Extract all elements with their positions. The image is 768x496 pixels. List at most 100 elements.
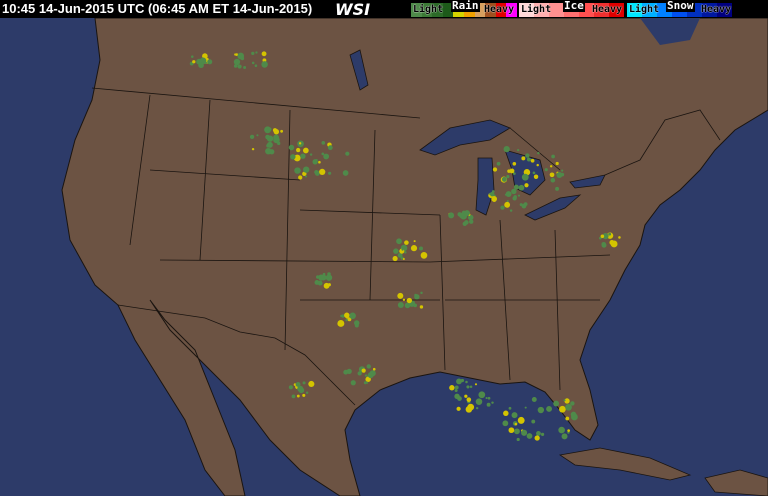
radar-echo [202,53,208,59]
radar-echo [321,141,326,145]
legend-swatch [519,3,534,17]
radar-echo [496,161,501,166]
radar-echo [347,317,352,322]
radar-echo [506,175,510,179]
legend-snow-light: Light [629,4,660,15]
radar-echo [366,364,371,369]
radar-echo [365,381,369,384]
radar-echo [513,184,519,190]
radar-echo [532,171,536,175]
state-borders [91,87,721,406]
radar-echo [530,158,535,163]
radar-echo [255,51,258,54]
legend-snow-heavy: Heavy [701,4,732,15]
radar-echo [345,151,350,156]
radar-echo [563,399,566,402]
us-mexico-border [117,304,356,406]
radar-echo [540,432,545,437]
radar-echo [508,406,512,410]
radar-echo [551,154,555,159]
radar-echo [372,367,376,371]
radar-echo [402,257,405,261]
radar-echo [467,403,475,411]
radar-echo [308,380,315,388]
radar-echo [294,167,301,174]
radar-echo [413,240,416,243]
radar-echo [456,406,461,411]
radar-echo [410,245,418,252]
legend-rain-heavy: Heavy [484,4,515,15]
radar-echo [505,191,512,197]
radar-echo [404,251,407,254]
great-lakes [349,49,606,221]
radar-echo [509,168,515,174]
radar-echo [266,135,274,142]
radar-echo [361,368,366,373]
radar-echo [319,168,326,176]
radar-echo [559,405,566,413]
radar-echo [491,195,498,202]
radar-echo [404,302,411,309]
radar-echo [504,201,511,208]
radar-echo [474,383,478,386]
legend-swatch [627,3,642,17]
legend-ice-light: Light [521,4,552,15]
radar-echo [601,242,607,248]
radar-echo [449,385,455,391]
radar-echo [560,172,565,177]
radar-echo [266,141,273,148]
radar-echo [314,280,320,285]
radar-echo [303,166,310,173]
radar-echo [256,134,259,137]
radar-echo [198,62,204,69]
radar-echo [570,401,575,406]
legend-swatch [534,3,549,17]
radar-echo [466,385,470,389]
legend-rain-light: Light [413,4,444,15]
radar-echo [501,176,507,182]
radar-echo [397,292,404,299]
radar-echo [396,238,402,245]
radar-echo [392,256,398,262]
legend-swatch [717,3,732,17]
legend-ice [519,3,624,17]
radar-echo [469,219,474,224]
radar-echo [523,202,528,207]
radar-echo [618,236,621,239]
radar-echo [608,232,612,236]
radar-echo [273,134,279,141]
radar-echo [300,153,306,159]
radar-echo [518,184,525,191]
radar-echo [297,385,304,392]
header-bar: 10:45 14-Jun-2015 UTC (06:45 AM ET 14-Ju… [0,0,768,19]
radar-echo [401,248,404,251]
radar-echo [302,147,309,154]
radar-echo [466,397,472,402]
radar-echo [350,380,356,386]
radar-echo [406,297,413,304]
radar-echo [321,152,325,156]
interior-borders [129,94,611,391]
lake-michigan [475,157,495,216]
legend-rain-title: Rain [451,0,480,12]
radar-echo [531,397,537,402]
radar-echo [291,394,296,399]
radar-echo [420,291,423,295]
hudson-james-bay [640,18,700,45]
legend-swatch [549,3,564,17]
radar-echo [516,437,520,442]
map-canvas[interactable] [0,18,768,496]
legend-swatch [421,3,433,17]
radar-echo [340,314,343,318]
radar-echo [464,220,469,225]
radar-echo [533,174,539,179]
radar-echo [475,398,483,405]
radar-echo [506,200,509,203]
radar-echo [519,203,523,207]
radar-echo [521,156,526,161]
radar-echo [511,188,517,195]
radar-echo [296,147,301,153]
radar-echo [325,274,333,281]
radar-echo [235,53,239,56]
radar-echo [565,403,572,411]
